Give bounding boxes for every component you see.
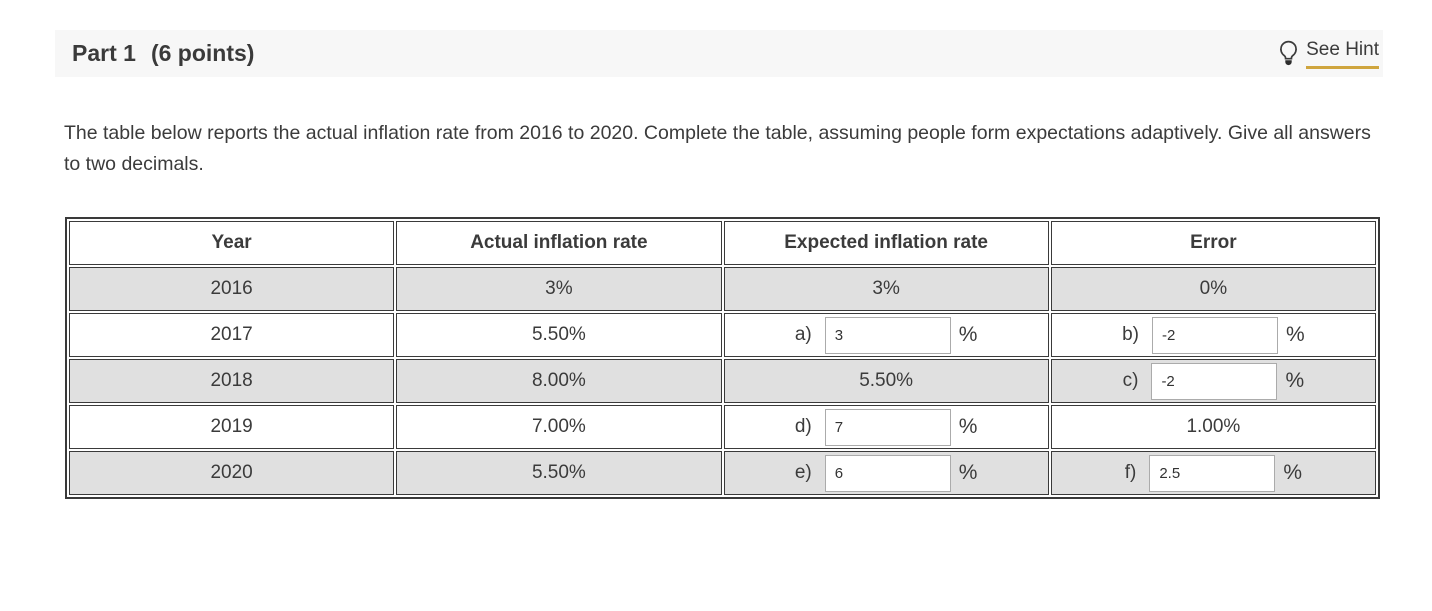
instructions-text: The table below reports the actual infla… xyxy=(64,122,1371,175)
inflation-table: Year Actual inflation rate Expected infl… xyxy=(65,217,1380,499)
actual-cell: 7.00% xyxy=(396,405,722,449)
answer-label-f: f) xyxy=(1124,462,1137,483)
percent-suffix: % xyxy=(1283,461,1303,484)
part-points: (6 points) xyxy=(150,40,255,66)
percent-suffix: % xyxy=(958,415,978,438)
part-title: Part 1 xyxy=(72,40,136,66)
expected-cell: 3% xyxy=(723,267,1049,311)
year-cell: 2018 xyxy=(69,359,395,403)
actual-cell: 5.50% xyxy=(396,451,722,495)
table-row-2019: 2019 7.00% d) % 1.00% xyxy=(69,405,1376,449)
year-cell: 2016 xyxy=(69,267,395,311)
error-cell: f) % xyxy=(1050,451,1376,495)
percent-suffix: % xyxy=(958,323,978,346)
lightbulb-icon xyxy=(1279,40,1298,67)
answer-label-a: a) xyxy=(794,324,812,345)
table-row-2017: 2017 5.50% a) % b) % xyxy=(69,313,1376,357)
year-cell: 2020 xyxy=(69,451,395,495)
error-cell: b) % xyxy=(1050,313,1376,357)
percent-suffix: % xyxy=(958,461,978,484)
column-header-year: Year xyxy=(69,221,395,265)
see-hint-label: See Hint xyxy=(1306,39,1379,69)
answer-label-d: d) xyxy=(794,416,812,437)
actual-cell: 5.50% xyxy=(396,313,722,357)
question-page: Part 1 (6 points) See Hint The table bel… xyxy=(55,30,1383,499)
expected-cell: a) % xyxy=(723,313,1049,357)
answer-input-b[interactable] xyxy=(1151,316,1278,354)
year-cell: 2017 xyxy=(69,313,395,357)
part-header: Part 1 (6 points) See Hint xyxy=(55,30,1383,77)
answer-input-a[interactable] xyxy=(824,316,951,354)
answer-input-f[interactable] xyxy=(1149,454,1276,492)
column-header-error: Error xyxy=(1050,221,1376,265)
answer-input-e[interactable] xyxy=(824,454,951,492)
answer-label-e: e) xyxy=(794,462,812,483)
answer-label-b: b) xyxy=(1122,324,1139,345)
actual-cell: 3% xyxy=(396,267,722,311)
error-cell: 0% xyxy=(1050,267,1376,311)
table-header-row: Year Actual inflation rate Expected infl… xyxy=(69,221,1376,265)
see-hint-link[interactable]: See Hint xyxy=(1279,39,1379,69)
table-row-2020: 2020 5.50% e) % f) % xyxy=(69,451,1376,495)
percent-suffix: % xyxy=(1285,369,1305,392)
answer-input-d[interactable] xyxy=(824,408,951,446)
table-row-2018: 2018 8.00% 5.50% c) % xyxy=(69,359,1376,403)
actual-cell: 8.00% xyxy=(396,359,722,403)
expected-cell: e) % xyxy=(723,451,1049,495)
part-title-group: Part 1 (6 points) xyxy=(72,40,254,67)
year-cell: 2019 xyxy=(69,405,395,449)
answer-input-c[interactable] xyxy=(1151,362,1278,400)
error-cell: c) % xyxy=(1050,359,1376,403)
error-cell: 1.00% xyxy=(1050,405,1376,449)
column-header-actual: Actual inflation rate xyxy=(396,221,722,265)
column-header-expected: Expected inflation rate xyxy=(723,221,1049,265)
expected-cell: d) % xyxy=(723,405,1049,449)
table-row-2016: 2016 3% 3% 0% xyxy=(69,267,1376,311)
answer-label-c: c) xyxy=(1122,370,1139,391)
percent-suffix: % xyxy=(1285,323,1305,346)
expected-cell: 5.50% xyxy=(723,359,1049,403)
